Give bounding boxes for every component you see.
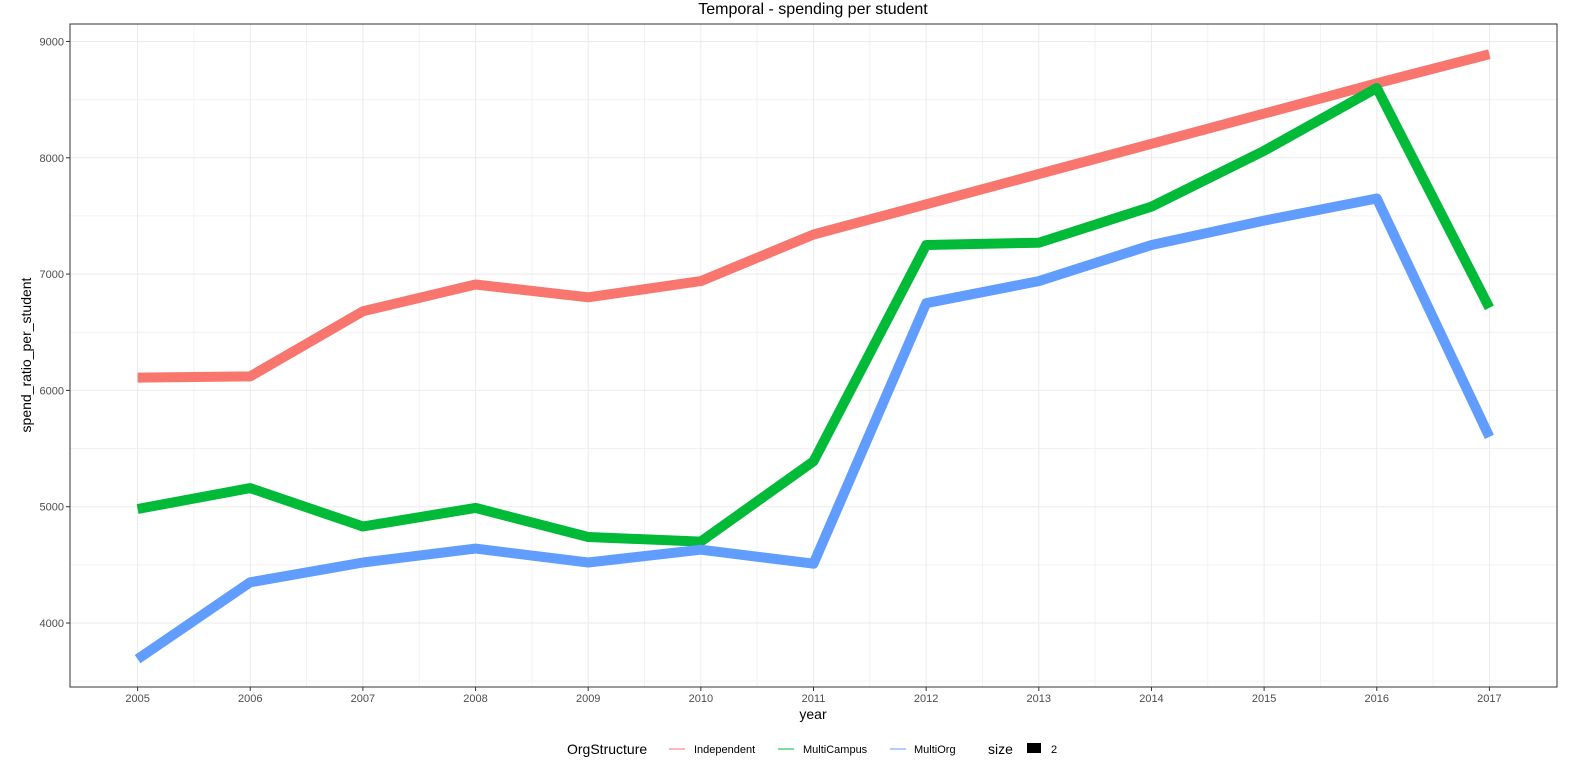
series-line-multicampus bbox=[136, 83, 1494, 547]
legend-label-multiorg: MultiOrg bbox=[914, 744, 956, 756]
x-tick-label: 2005 bbox=[125, 693, 149, 705]
x-tick-label: 2011 bbox=[802, 693, 826, 705]
legend-title: OrgStructure bbox=[567, 741, 647, 757]
x-tick-label: 2015 bbox=[1252, 693, 1276, 705]
x-tick-label: 2013 bbox=[1027, 693, 1051, 705]
x-tick-label: 2016 bbox=[1365, 693, 1389, 705]
grid-major bbox=[70, 24, 1557, 687]
y-tick-label: 6000 bbox=[40, 385, 64, 397]
y-axis: 4000 5000 6000 7000 8000 9000 bbox=[40, 36, 70, 630]
legend-label-independent: Independent bbox=[694, 744, 755, 756]
x-tick-label: 2014 bbox=[1139, 693, 1163, 705]
x-axis-title: year bbox=[799, 706, 827, 722]
y-tick-label: 8000 bbox=[40, 153, 64, 165]
x-axis: 2005 2006 2007 2008 2009 2010 2011 2012 2013 2014… bbox=[125, 687, 1502, 705]
y-tick-label: 7000 bbox=[40, 269, 64, 281]
y-tick-label: 4000 bbox=[40, 618, 64, 630]
x-tick-label: 2007 bbox=[351, 693, 375, 705]
legend-label-multicampus: MultiCampus bbox=[803, 744, 868, 756]
x-tick-label: 2006 bbox=[238, 693, 262, 705]
series-line-multiorg bbox=[134, 193, 1494, 664]
x-tick-label: 2008 bbox=[463, 693, 487, 705]
chart-title: Temporal - spending per student bbox=[698, 1, 928, 18]
legend-size-key bbox=[1027, 743, 1041, 753]
legend-size-label: 2 bbox=[1051, 744, 1057, 756]
legend: OrgStructure Independent MultiCampus Mul… bbox=[567, 741, 1057, 757]
legend-size-title: size bbox=[988, 741, 1013, 757]
y-axis-title: spend_ratio_per_student bbox=[18, 277, 34, 432]
x-tick-label: 2017 bbox=[1477, 693, 1501, 705]
y-tick-label: 5000 bbox=[40, 502, 64, 514]
x-tick-label: 2009 bbox=[576, 693, 600, 705]
y-tick-label: 9000 bbox=[40, 36, 64, 48]
x-tick-label: 2010 bbox=[689, 693, 713, 705]
x-tick-label: 2012 bbox=[914, 693, 938, 705]
series-lines bbox=[134, 49, 1494, 664]
series-line-independent bbox=[137, 49, 1491, 383]
